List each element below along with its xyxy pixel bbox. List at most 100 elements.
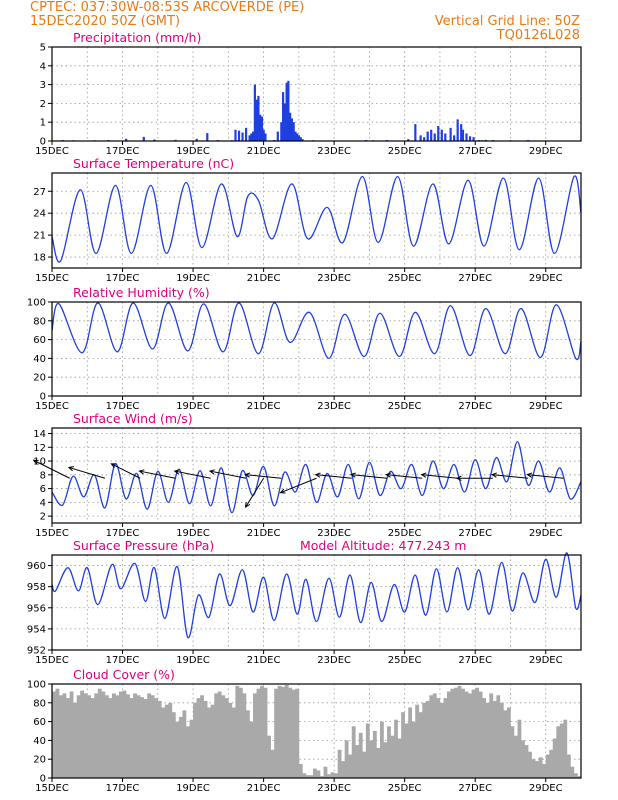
precipitation-bar (437, 125, 440, 141)
precipitation-bar (468, 136, 472, 141)
relative-humidity-ytick-label: 0 (40, 392, 46, 403)
cloud-cover-column (542, 763, 547, 778)
cloud-cover-column (214, 693, 219, 778)
surface-wind-title: Surface Wind (m/s) (73, 411, 193, 426)
cloud-cover-column (175, 721, 180, 778)
precipitation-bar (281, 92, 285, 141)
cloud-cover-column (129, 698, 134, 778)
cloud-cover-column (573, 773, 578, 778)
precipitation-bar (290, 118, 294, 141)
cloud-cover-column (80, 690, 85, 778)
surface-temperature-ytick-label: 24 (33, 209, 46, 220)
cloud-cover-column (570, 766, 575, 778)
cloud-cover-column (365, 723, 370, 778)
cloud-cover-column (464, 691, 469, 778)
cloud-cover-column (161, 707, 166, 778)
wind-arrow (314, 472, 352, 479)
precipitation-bar (255, 99, 258, 141)
precipitation-bar (292, 122, 295, 141)
cloud-cover-column (475, 687, 480, 778)
wind-arrow (455, 475, 493, 481)
cloud-cover-column (348, 754, 353, 778)
cloud-cover-column (119, 691, 123, 778)
cloud-cover-column (559, 723, 564, 778)
surface-pressure-panel: 952 954 956 958 960 15DEC 17DEC 19DEC 21DEC 23DEC… (27, 538, 582, 666)
surface-wind-xtick-label: 29DEC (529, 528, 563, 539)
precipitation-bar (456, 119, 459, 141)
cloud-cover-xtick-label: 19DEC (176, 783, 210, 794)
cloud-cover-column (111, 693, 116, 778)
cloud-cover-column (513, 735, 518, 778)
cloud-cover-column (528, 751, 532, 778)
surface-wind-ytick-label: 12 (33, 443, 46, 454)
precipitation-bar (472, 137, 475, 141)
surface-temperature-ytick-label: 27 (33, 187, 46, 198)
cloud-cover-column (376, 747, 381, 778)
cloud-cover-panel: 0 20 40 60 80 100 15DEC 17DEC 19DEC 21DEC 23DEC 25D… (27, 667, 582, 794)
wind-arrow (208, 469, 247, 479)
precipitation-title: Precipitation (mm/h) (73, 30, 201, 45)
cloud-cover-column (305, 775, 310, 778)
precipitation-panel: 0 1 2 3 4 5 15DEC 17DEC 19DEC 21DEC 23DEC 25DEC 27DE… (35, 30, 582, 157)
cloud-cover-column (217, 691, 222, 778)
cloud-cover-column (471, 689, 476, 778)
cloud-cover-column (436, 698, 441, 778)
relative-humidity-xtick-label: 23DEC (317, 401, 351, 412)
cloud-cover-column (457, 685, 462, 778)
cloud-cover-column (351, 726, 356, 778)
cloud-cover-column (200, 695, 204, 778)
cloud-cover-column (281, 686, 286, 778)
precipitation-xtick-label: 23DEC (317, 146, 351, 157)
surface-wind-xtick-label: 17DEC (106, 528, 140, 539)
precipitation-ytick-label: 3 (40, 80, 46, 91)
surface-wind-frame (51, 427, 582, 524)
cloud-cover-column (482, 698, 487, 778)
cloud-cover-column (344, 740, 349, 778)
wind-arrow (138, 469, 176, 479)
precipitation-bar (206, 133, 209, 141)
cloud-cover-column (298, 763, 303, 778)
surface-pressure-xtick-label: 29DEC (529, 655, 563, 666)
cloud-cover-column (517, 719, 522, 778)
precipitation-bar (301, 139, 304, 141)
cloud-cover-column (122, 690, 127, 778)
cloud-cover-column (341, 761, 346, 778)
cloud-cover-column (563, 719, 568, 778)
cloud-cover-column (330, 772, 335, 778)
cloud-cover-column (312, 768, 317, 778)
header-model-code: TQ0126L028 (496, 28, 580, 43)
cloud-cover-column (249, 721, 254, 778)
surface-wind-xtick-label: 23DEC (317, 528, 351, 539)
cloud-cover-xtick-label: 23DEC (317, 783, 351, 794)
surface-temperature-ytick-label: 21 (33, 231, 46, 242)
relative-humidity-xtick-label: 19DEC (176, 401, 210, 412)
precipitation-bar (244, 127, 248, 141)
wind-arrow (420, 472, 458, 479)
precipitation-bar (253, 84, 256, 141)
cloud-cover-column (126, 694, 130, 778)
cloud-cover-column (556, 726, 561, 778)
precipitation-bar (407, 139, 410, 141)
precipitation-bar (259, 114, 262, 141)
relative-humidity-ytick-label: 80 (33, 316, 46, 327)
cloud-cover-column (115, 695, 120, 778)
cloud-cover-column (210, 704, 215, 778)
cloud-cover-column (235, 685, 240, 778)
surface-pressure-series-line (51, 552, 582, 638)
surface-temperature-xtick-label: 29DEC (529, 273, 563, 284)
cloud-cover-column (510, 726, 515, 778)
precipitation-bar (252, 131, 255, 141)
cloud-cover-xtick-label: 25DEC (388, 783, 422, 794)
cloud-cover-column (404, 723, 409, 778)
precipitation-bar (276, 131, 279, 141)
wind-arrow (490, 472, 529, 479)
relative-humidity-ytick-label: 100 (27, 298, 46, 309)
cloud-cover-column (274, 688, 279, 778)
relative-humidity-xtick-label: 27DEC (458, 401, 492, 412)
cloud-cover-column (429, 695, 434, 778)
surface-pressure-xtick-label: 19DEC (176, 655, 210, 666)
cloud-cover-column (489, 693, 494, 778)
cloud-cover-column (87, 695, 92, 778)
cloud-cover-column (337, 749, 342, 778)
surface-pressure-ytick-label: 960 (27, 561, 46, 572)
